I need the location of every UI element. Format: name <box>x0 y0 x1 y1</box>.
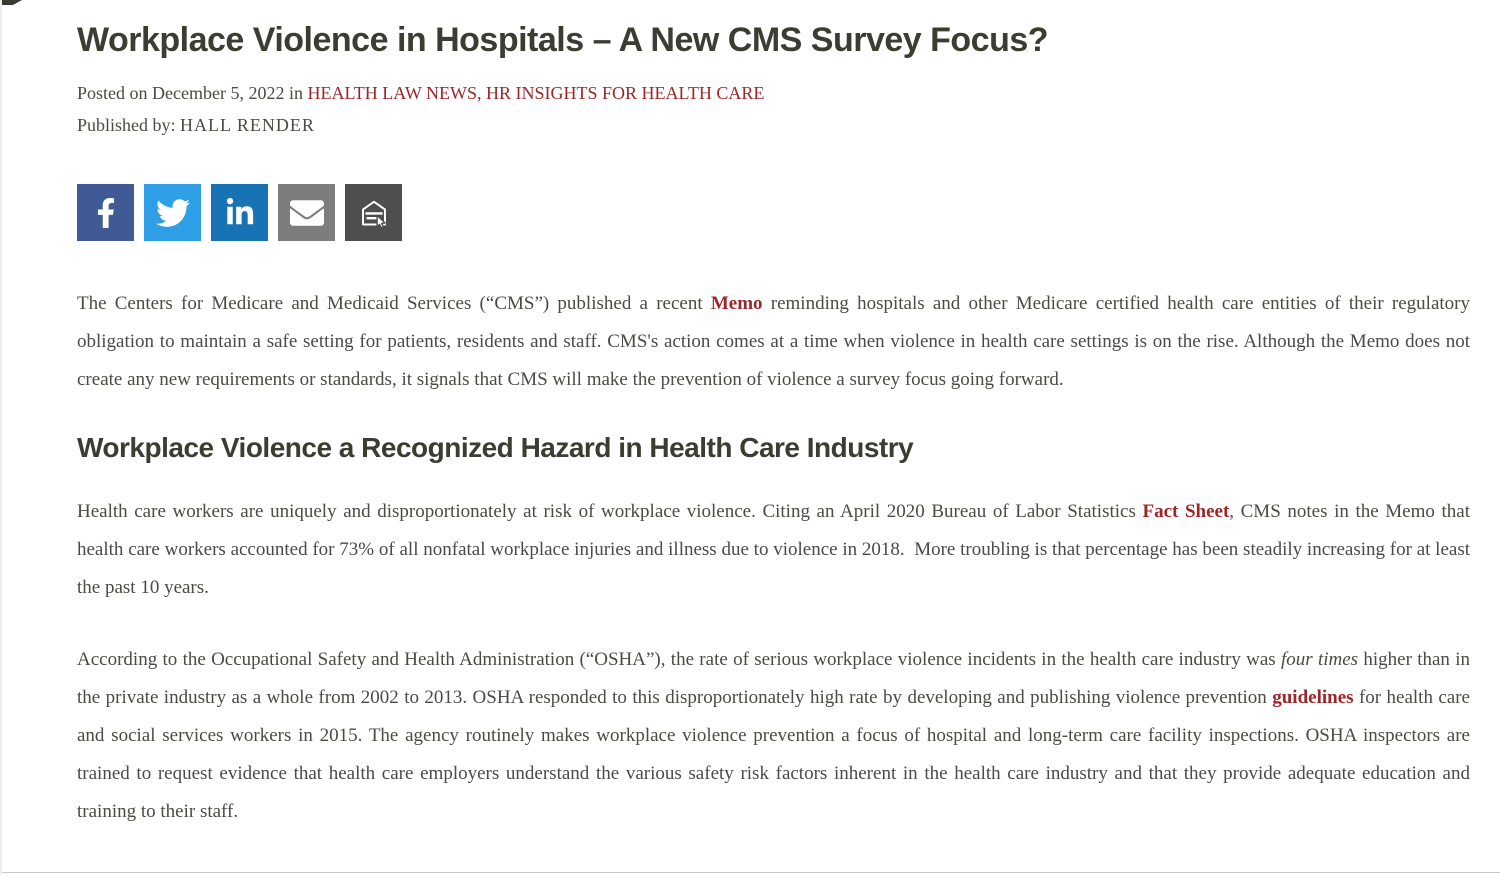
category-link-hr-insights[interactable]: HR INSIGHTS FOR HEALTH CARE <box>486 83 765 103</box>
bottom-divider <box>2 872 1500 873</box>
email-page-icon <box>356 195 392 231</box>
facebook-icon <box>91 197 121 228</box>
category-separator: , <box>477 83 482 103</box>
page-title: Workplace Violence in Hospitals – A New … <box>77 21 1049 59</box>
paragraph-intro: The Centers for Medicare and Medicaid Se… <box>77 285 1470 399</box>
published-by-line: Published by: HALL RENDER <box>77 112 1470 138</box>
article-content: Workplace Violence in Hospitals – A New … <box>2 0 1500 831</box>
paragraph-text: higher than in the private industry as a… <box>77 649 1475 708</box>
paragraph-osha: According to the Occupational Safety and… <box>77 641 1470 831</box>
linkedin-icon <box>225 197 255 228</box>
section-heading: Workplace Violence a Recognized Hazard i… <box>77 432 914 463</box>
share-linkedin-button[interactable] <box>211 184 268 241</box>
paragraph-text: , CMS notes in the Memo that health care… <box>77 501 1475 598</box>
paragraph-text: Health care workers are uniquely and dis… <box>77 501 1143 522</box>
share-email-page-button[interactable] <box>345 184 402 241</box>
paragraph-statistics: Health care workers are uniquely and dis… <box>77 493 1470 607</box>
paragraph-text: for health care and social services work… <box>77 687 1475 822</box>
paragraph-text: The Centers for Medicare and Medicaid Se… <box>77 293 711 314</box>
share-twitter-button[interactable] <box>144 184 201 241</box>
share-email-button[interactable] <box>278 184 335 241</box>
window-corner-artifact <box>2 0 22 5</box>
published-by-label: Published by: <box>77 115 176 135</box>
share-facebook-button[interactable] <box>77 184 134 241</box>
post-meta: Posted on December 5, 2022 in HEALTH LAW… <box>77 80 1470 106</box>
publisher-name: HALL RENDER <box>180 115 315 135</box>
twitter-icon <box>155 196 190 230</box>
category-link-health-law-news[interactable]: HEALTH LAW NEWS <box>307 83 478 103</box>
paragraph-text: According to the Occupational Safety and… <box>77 649 1281 670</box>
paragraph-text: reminding hospitals and other Medicare c… <box>77 293 1475 390</box>
memo-link[interactable]: Memo <box>710 293 763 314</box>
share-buttons <box>77 184 1470 241</box>
guidelines-link[interactable]: guidelines <box>1272 687 1354 708</box>
envelope-icon <box>289 196 324 230</box>
posted-on-text: Posted on December 5, 2022 in <box>77 83 303 103</box>
fact-sheet-link[interactable]: Fact Sheet <box>1142 501 1230 522</box>
emphasis-four-times: four times <box>1280 649 1359 670</box>
